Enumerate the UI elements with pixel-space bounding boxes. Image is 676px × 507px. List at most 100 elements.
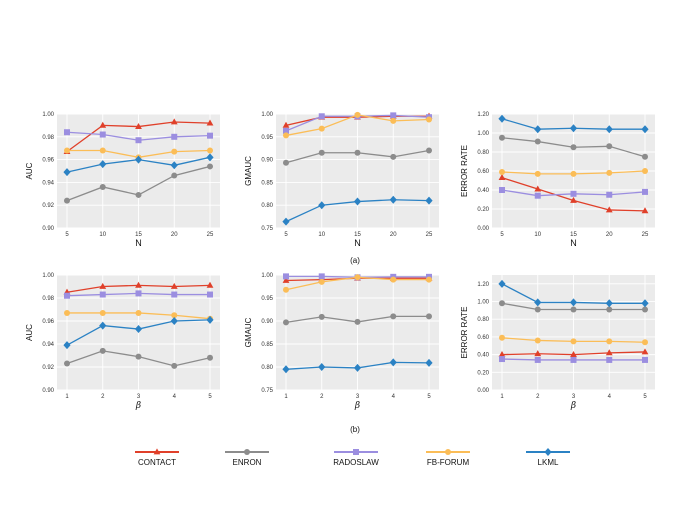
y-tick-label: 0.92 <box>42 203 54 209</box>
data-point <box>570 144 577 151</box>
data-point <box>353 363 362 372</box>
data-point <box>390 117 397 124</box>
data-point <box>570 338 577 345</box>
y-axis-label: AUC <box>25 162 34 179</box>
data-point <box>282 217 290 226</box>
data-point <box>499 300 505 307</box>
data-point <box>569 124 578 133</box>
data-point <box>99 321 107 330</box>
series-lkml <box>498 114 649 134</box>
data-point <box>207 163 213 170</box>
data-point <box>318 313 325 320</box>
x-tick-label: 10 <box>318 232 325 238</box>
series-contact <box>63 281 214 295</box>
data-point <box>354 318 361 325</box>
x-tick-label: 5 <box>643 394 647 400</box>
chart-panels: 0.900.920.940.960.981.005 10 15 20 25NAUC0.7… <box>25 111 655 411</box>
data-point <box>170 161 178 170</box>
data-point <box>570 170 577 177</box>
y-tick-label: 1.00 <box>477 300 489 306</box>
data-point <box>64 292 70 299</box>
legend-label: CONTACT <box>138 458 176 467</box>
data-point <box>134 155 143 164</box>
data-point <box>64 360 70 367</box>
caption-a: (a) <box>350 256 360 265</box>
series-enron <box>283 313 432 326</box>
data-point <box>135 281 142 288</box>
data-point <box>534 170 541 177</box>
y-tick-label: 0.96 <box>42 158 54 164</box>
x-tick-label: 4 <box>608 394 612 400</box>
series-lkml <box>282 195 433 226</box>
x-tick-label: 10 <box>534 232 541 238</box>
data-point <box>135 137 142 144</box>
data-point <box>534 185 542 192</box>
y-tick-label: 0.75 <box>261 226 273 232</box>
data-point <box>207 354 213 361</box>
data-point <box>641 299 649 308</box>
series-radoslaw <box>499 187 648 199</box>
x-tick-label: 1 <box>500 394 504 400</box>
data-point <box>426 116 432 123</box>
y-axis-label: AUC <box>25 324 34 341</box>
data-point <box>282 276 290 283</box>
y-tick-label: 0.80 <box>477 150 489 156</box>
data-point <box>206 315 214 324</box>
data-point <box>641 348 649 355</box>
data-point <box>171 312 178 319</box>
series-radoslaw <box>64 290 213 299</box>
y-axis-label: ERROR RATE <box>460 307 469 359</box>
data-point <box>570 196 577 203</box>
data-point <box>99 282 107 289</box>
data-point <box>426 276 432 283</box>
data-point <box>99 347 106 354</box>
series-enron <box>283 147 432 166</box>
x-tick-label: 20 <box>171 232 178 238</box>
data-point <box>282 365 290 374</box>
data-point <box>283 127 289 134</box>
data-point <box>390 313 397 320</box>
legend-item-contact: CONTACT <box>135 448 179 467</box>
legend: CONTACT ENRON RADOSLAW FB-FORUM LKML <box>135 448 570 467</box>
series-fb-forum <box>283 111 432 139</box>
data-point <box>534 306 541 313</box>
data-point <box>570 351 577 358</box>
y-tick-label: 1.20 <box>477 112 489 118</box>
data-point <box>605 349 613 356</box>
chart-panel-2: 0.75 0.80 0.85 0.90 0.95 1.00 5 10 15 20 25 N GMAUC <box>244 111 439 248</box>
data-point <box>499 134 505 141</box>
data-point <box>207 291 213 298</box>
y-tick-label: 0.00 <box>477 388 489 394</box>
x-axis-label: N <box>354 238 361 248</box>
data-point <box>534 138 541 145</box>
x-tick-label: 4 <box>392 394 396 400</box>
data-point <box>135 353 142 360</box>
data-point <box>534 350 542 357</box>
data-point <box>64 129 70 136</box>
data-point <box>569 298 578 307</box>
x-axis-label: N <box>135 238 142 248</box>
x-tick-label: 5 <box>65 232 69 238</box>
y-tick-label: 0.80 <box>261 203 273 209</box>
data-point <box>99 131 106 138</box>
x-tick-label: 3 <box>356 394 360 400</box>
legend-marker <box>445 449 451 455</box>
data-point <box>606 169 613 176</box>
data-point <box>171 133 178 140</box>
y-tick-label: 0.80 <box>477 317 489 323</box>
chart-panel-5: 0.75 0.80 0.85 0.90 0.95 1.00 1 2 3 4 5 β GMAUC <box>244 273 439 411</box>
data-point <box>641 207 649 214</box>
data-point <box>606 306 613 313</box>
data-point <box>99 121 107 128</box>
data-point <box>499 187 505 193</box>
chart-panel-3: 0.00 0.20 0.40 0.60 0.80 1.00 1.20 5 10 15 20 25 N ER… <box>460 112 655 248</box>
data-point <box>606 338 613 345</box>
series-contact <box>498 348 649 358</box>
legend-marker <box>244 449 250 455</box>
series-lkml <box>63 315 214 350</box>
series-fb-forum <box>499 168 648 177</box>
data-point <box>318 273 325 280</box>
x-tick-label: 1 <box>65 394 69 400</box>
data-point <box>318 125 325 132</box>
series-fb-forum <box>499 334 648 346</box>
